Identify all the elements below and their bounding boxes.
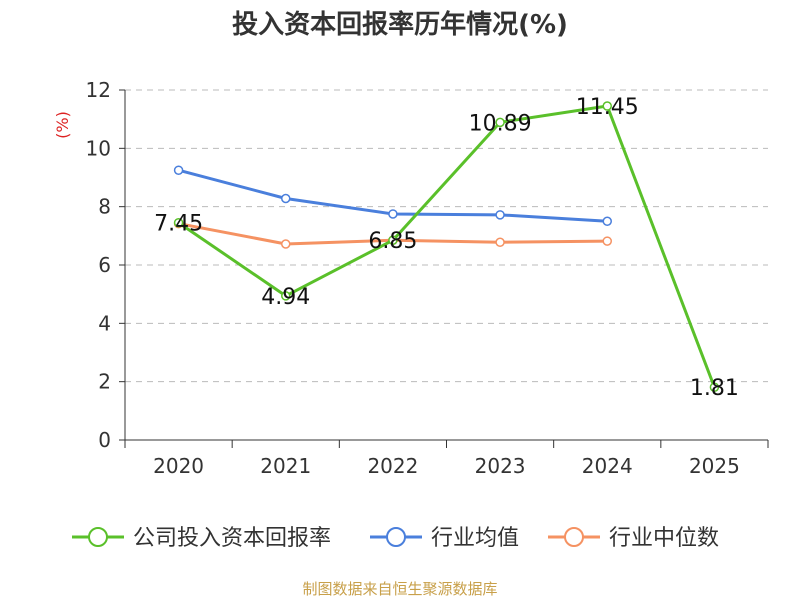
series-lines [173, 101, 720, 392]
data-label: 10.89 [469, 111, 532, 136]
y-tick-label: 6 [98, 253, 111, 277]
x-tick-label: 2024 [582, 454, 633, 478]
data-point[interactable] [281, 239, 291, 249]
data-label: 11.45 [576, 95, 639, 120]
data-point[interactable] [709, 382, 720, 392]
data-point[interactable] [602, 216, 612, 226]
chart-title: 投入资本回报率历年情况(%) [232, 10, 568, 40]
data-point[interactable] [281, 291, 291, 301]
legend[interactable]: 公司投入资本回报率 行业均值 行业中位数 [72, 526, 719, 551]
data-point[interactable] [602, 236, 612, 246]
x-tick-label: 2020 [153, 454, 204, 478]
data-point[interactable] [495, 210, 505, 220]
legend-swatch-marker [564, 527, 584, 547]
axes: 0 2 4 6 8 10 12 2020 2021 2022 2023 2024 2025 (%) [53, 78, 769, 478]
data-point[interactable] [602, 101, 612, 111]
x-tick-label: 2021 [260, 454, 311, 478]
data-point[interactable] [173, 165, 184, 175]
legend-item[interactable]: 公司投入资本回报率 [72, 526, 331, 551]
series-line [177, 104, 716, 388]
y-tick-label: 4 [98, 311, 111, 335]
x-tick-label: 2023 [475, 454, 526, 478]
y-tick-label: 10 [86, 136, 111, 160]
y-tick-label: 8 [98, 195, 111, 219]
legend-label: 行业均值 [431, 526, 519, 551]
legend-item[interactable]: 行业中位数 [548, 526, 719, 551]
y-axis-label: (%) [53, 111, 72, 139]
data-point[interactable] [173, 217, 184, 228]
grid-lines [125, 89, 768, 383]
source-note: 制图数据来自恒生聚源数据库 [302, 580, 498, 598]
x-tick-label: 2022 [367, 454, 418, 478]
y-tick-label: 0 [98, 428, 111, 452]
data-point[interactable] [388, 209, 398, 219]
data-label: 1.81 [690, 376, 739, 401]
data-point[interactable] [281, 193, 291, 204]
data-point[interactable] [388, 235, 398, 245]
legend-swatch-marker [88, 527, 108, 547]
legend-item[interactable]: 行业均值 [370, 526, 519, 551]
y-tick-label: 2 [98, 370, 111, 394]
data-point[interactable] [495, 237, 505, 247]
x-tick-label: 2025 [689, 454, 740, 478]
legend-label: 公司投入资本回报率 [133, 526, 331, 551]
data-point[interactable] [495, 117, 505, 128]
data-label: 4.94 [261, 285, 310, 310]
data-label: 6.85 [368, 229, 417, 254]
data-labels: 7.45 4.94 6.85 10.89 11.45 1.81 [154, 95, 739, 401]
legend-swatch-marker [386, 527, 406, 547]
data-label: 7.45 [154, 212, 203, 237]
y-tick-label: 12 [86, 78, 111, 102]
legend-label: 行业中位数 [609, 526, 719, 551]
